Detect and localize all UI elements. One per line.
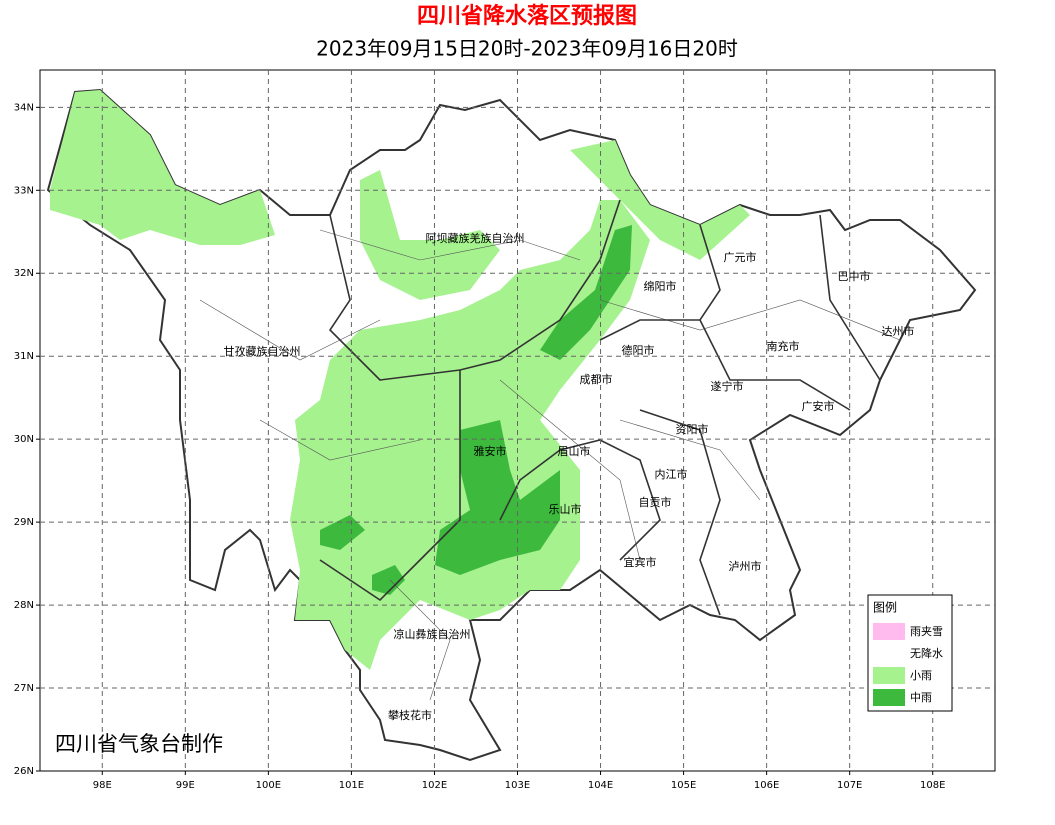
place-label: 宜宾市 [624,555,657,569]
y-tick-label: 30N [14,434,34,445]
x-tick-label: 108E [920,780,945,791]
place-label: 绵阳市 [644,279,677,293]
x-tick-label: 100E [256,780,281,791]
plot-area [39,69,996,772]
place-label: 阿坝藏族羌族自治州 [426,231,525,245]
x-tick-label: 104E [588,780,613,791]
legend-label: 雨夹雪 [910,625,943,638]
x-tick-label: 99E [176,780,195,791]
light-rain-area [50,90,275,245]
county-boundaries [199,229,901,701]
y-tick-label: 31N [14,351,34,362]
place-label: 广安市 [802,399,835,413]
place-label: 南充市 [767,339,800,353]
moderate-rain-area [320,515,365,550]
x-tick-label: 105E [671,780,696,791]
legend-swatch [873,623,905,640]
legend-label: 小雨 [910,669,932,682]
place-label: 广元市 [724,250,757,264]
x-tick-label: 103E [505,780,530,791]
moderate-rain-area [540,225,632,360]
legend-title: 图例 [873,601,897,615]
x-tick-label: 106E [754,780,779,791]
place-label: 泸州市 [729,559,762,573]
place-label: 甘孜藏族自治州 [224,344,301,358]
place-label: 内江市 [655,467,688,481]
axes: 98E 99E 100E 101E 102E 103E 104E 105E 106E 107E 10… [14,70,995,791]
y-tick-label: 33N [14,185,34,196]
y-tick-label: 26N [14,766,34,777]
subtitle: 2023年09月15日20时-2023年09月16日20时 [316,37,738,61]
y-tick-label: 32N [14,268,34,279]
x-tick-label: 98E [93,780,112,791]
legend-label: 无降水 [910,646,943,660]
moderate-rain-area [372,565,405,595]
legend-swatch [873,645,905,662]
y-tick-label: 29N [14,517,34,528]
legend-swatch [873,667,905,684]
place-label: 攀枝花市 [388,708,432,722]
credit: 四川省气象台制作 [55,732,223,756]
place-label: 巴中市 [838,269,871,283]
place-label: 德阳市 [622,343,655,357]
light-rain-area [360,170,500,300]
city-boundaries [319,199,881,616]
y-tick-label: 34N [14,102,34,113]
place-label: 达州市 [882,324,915,338]
place-label: 眉山市 [558,444,591,458]
x-tick-label: 101E [339,780,364,791]
y-tick-label: 28N [14,600,34,611]
x-tick-label: 107E [837,780,862,791]
legend-label: 中雨 [910,691,932,704]
place-label: 自贡市 [639,495,672,509]
place-label: 凉山彝族自治州 [394,627,471,641]
moderate-rain-area [435,420,560,575]
legend-swatch [873,689,905,706]
place-label: 乐山市 [549,502,582,516]
place-label: 雅安市 [474,444,507,458]
place-label: 资阳市 [676,422,709,436]
light-rain-area [570,140,750,260]
place-label: 遂宁市 [711,379,744,393]
place-label: 成都市 [580,372,613,386]
x-tick-label: 102E [422,780,447,791]
y-tick-label: 27N [14,683,34,694]
title: 四川省降水落区预报图 [417,4,637,29]
